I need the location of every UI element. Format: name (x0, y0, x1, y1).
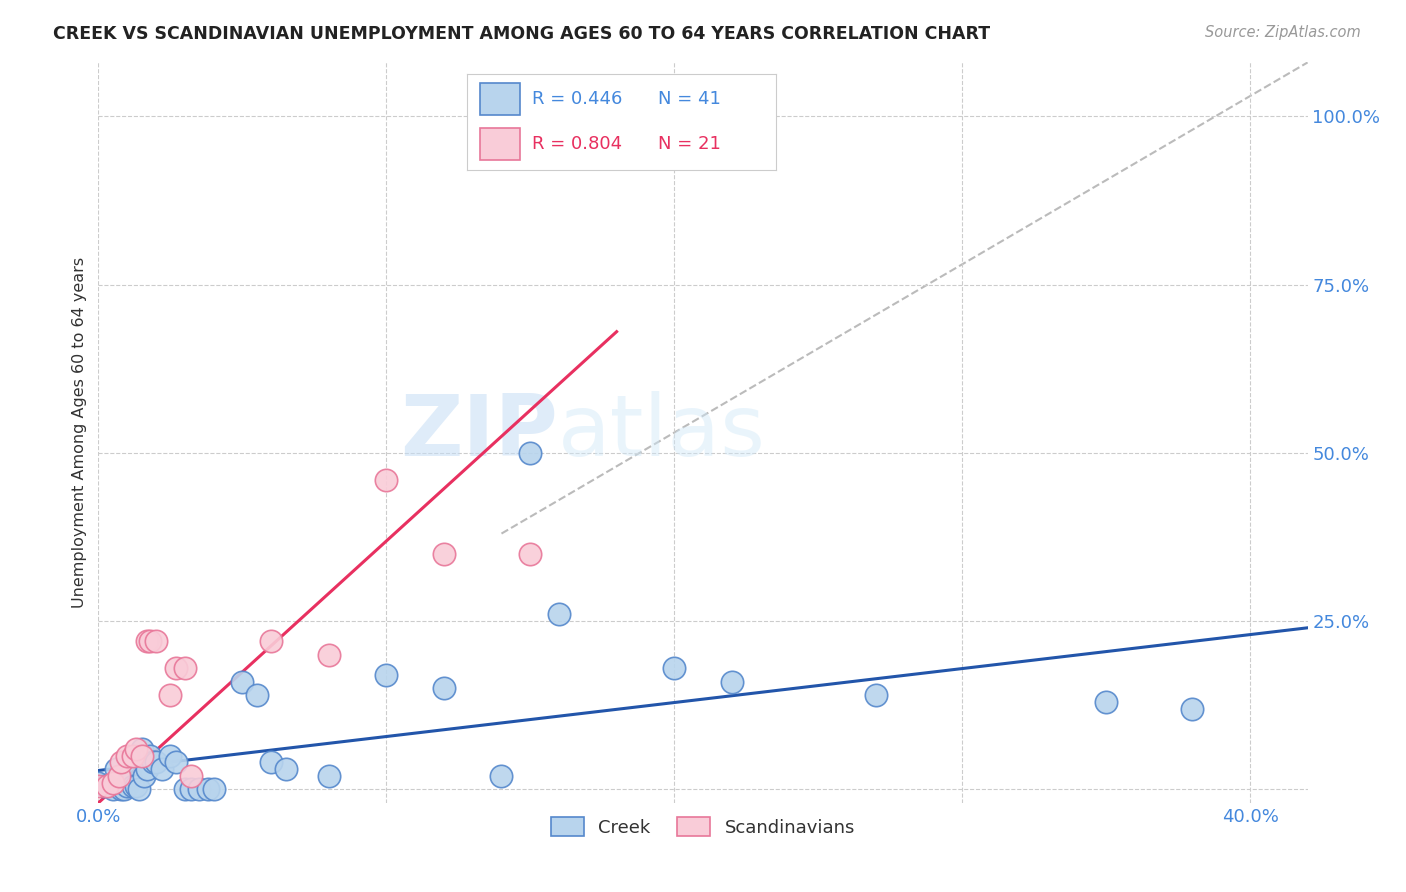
Point (165, 756, 187, 770)
Point (107, 769, 129, 783)
Point (101, 775, 124, 789)
Point (720, 674, 742, 689)
Point (136, 634, 159, 648)
Text: ZIP: ZIP (401, 391, 558, 475)
Point (202, 782, 225, 797)
Point (134, 769, 156, 783)
Point (433, 681, 456, 696)
Point (159, 748, 181, 763)
Point (110, 756, 132, 770)
Point (318, 648, 340, 662)
Point (865, 688, 887, 702)
Point (125, 742, 148, 756)
Point (120, 769, 142, 783)
Point (104, 762, 127, 776)
Point (274, 762, 297, 776)
Point (131, 748, 153, 763)
Text: CREEK VS SCANDINAVIAN UNEMPLOYMENT AMONG AGES 60 TO 64 YEARS CORRELATION CHART: CREEK VS SCANDINAVIAN UNEMPLOYMENT AMONG… (53, 25, 991, 43)
Point (115, 779, 138, 793)
Point (180, 769, 202, 783)
Point (115, 748, 138, 763)
Point (491, 769, 513, 783)
Point (96, 779, 118, 793)
Point (159, 688, 181, 702)
Point (125, 779, 148, 793)
Point (375, 473, 398, 487)
Point (142, 756, 165, 770)
Point (180, 782, 202, 797)
Point (122, 779, 145, 793)
Point (136, 762, 159, 776)
Point (433, 547, 456, 561)
Point (548, 607, 571, 622)
Point (260, 756, 283, 770)
Point (87, 779, 110, 793)
Point (93, 779, 115, 793)
Point (197, 782, 219, 797)
Point (231, 674, 253, 689)
Point (150, 762, 173, 776)
Y-axis label: Unemployment Among Ages 60 to 64 years: Unemployment Among Ages 60 to 64 years (72, 257, 87, 608)
Text: Source: ZipAtlas.com: Source: ZipAtlas.com (1205, 25, 1361, 40)
Legend: Creek, Scandinavians: Creek, Scandinavians (543, 808, 863, 846)
Point (145, 634, 167, 648)
Point (1181, 701, 1204, 715)
Point (375, 668, 398, 682)
Point (1095, 695, 1118, 709)
Point (101, 782, 124, 797)
Point (139, 748, 162, 763)
Point (139, 634, 162, 648)
Point (87, 775, 110, 789)
Point (664, 661, 686, 675)
Point (519, 547, 541, 561)
Point (122, 748, 145, 763)
Point (173, 782, 195, 797)
Point (128, 782, 150, 797)
Point (165, 661, 187, 675)
Point (318, 769, 340, 783)
Point (519, 446, 541, 460)
Point (112, 782, 135, 797)
Point (145, 756, 167, 770)
Point (110, 782, 132, 797)
Point (188, 782, 211, 797)
Text: atlas: atlas (558, 391, 766, 475)
Point (131, 742, 153, 756)
Point (246, 688, 269, 702)
Point (173, 661, 195, 675)
Point (260, 634, 283, 648)
Point (98, 779, 121, 793)
